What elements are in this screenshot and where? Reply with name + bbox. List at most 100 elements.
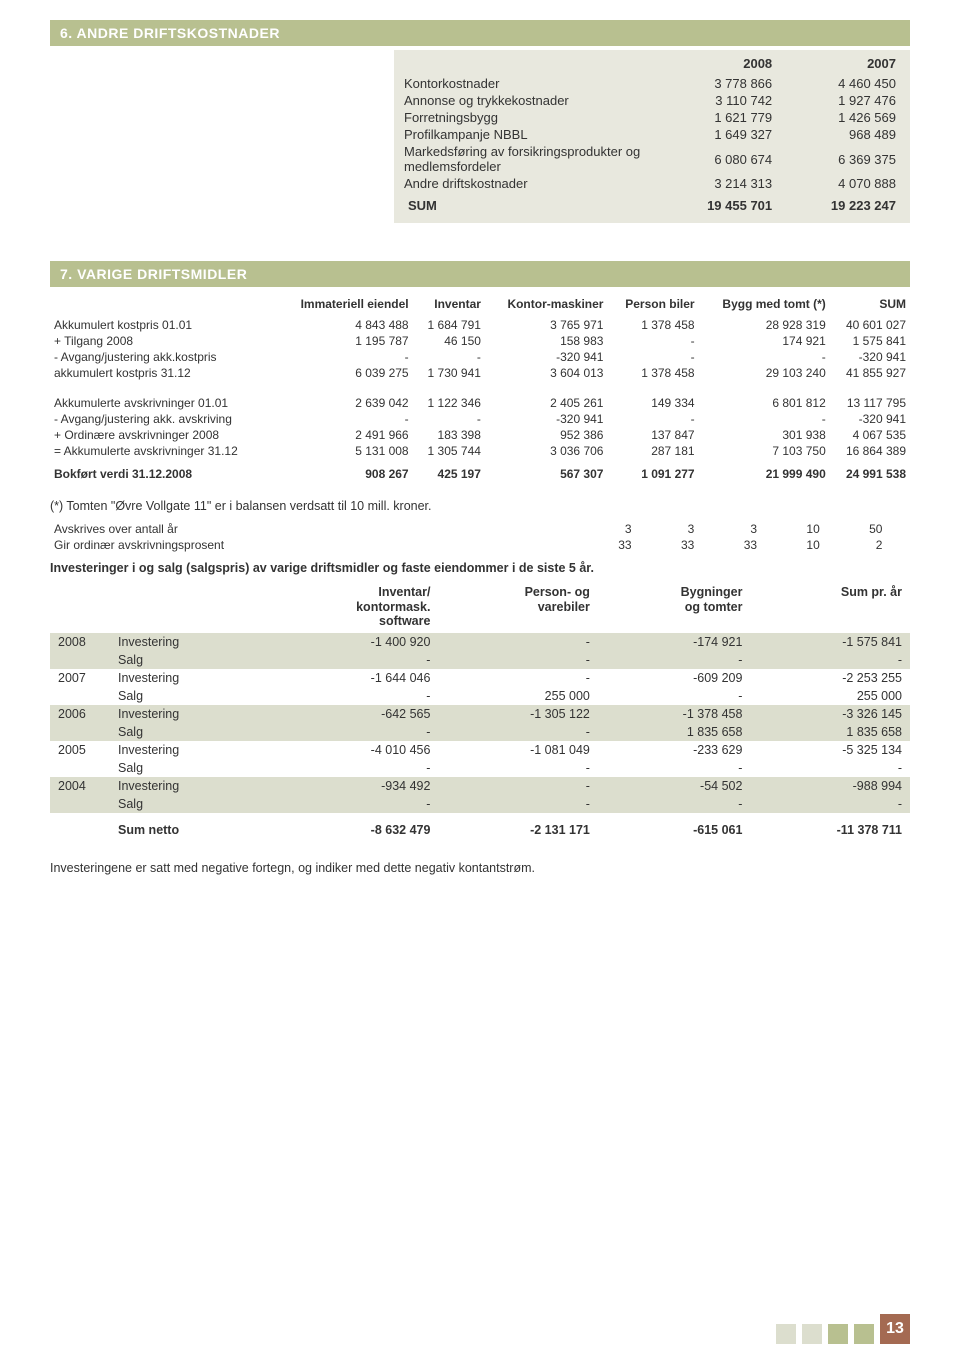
section-7-invest-table: Inventar/kontormask.software Person- ogv… (50, 581, 910, 846)
t7-cell (886, 537, 910, 553)
t8-cell: -4 010 456 (261, 741, 438, 759)
t7-cell: 952 386 (485, 427, 608, 443)
t8-row-label: Salg (110, 759, 261, 777)
t7-cell: -320 941 (485, 411, 608, 427)
t8-cell: - (438, 633, 597, 651)
t7-cell: 1 575 841 (830, 333, 910, 349)
t7-cell: - (699, 411, 830, 427)
t8-row-label: Investering (110, 777, 261, 795)
page-number: 13 (880, 1314, 910, 1344)
t8-cell: - (438, 795, 597, 813)
deco-square-1 (776, 1324, 796, 1344)
t6-row-v2: 1 426 569 (786, 109, 910, 126)
t8-cell: - (261, 723, 438, 741)
t7-cell: 2 405 261 (485, 395, 608, 411)
t7-cell: - (607, 349, 698, 365)
t6-sum-label: SUM (394, 192, 662, 223)
t7-cell: 40 601 027 (830, 317, 910, 333)
t6-row-label: Profilkampanje NBBL (394, 126, 662, 143)
t8-year (50, 723, 110, 741)
t8-cell: - (438, 669, 597, 687)
t7-subhead: Investeringer i og salg (salgspris) av v… (50, 561, 910, 575)
t7-cell: 3 765 971 (485, 317, 608, 333)
t6-sum-v1: 19 455 701 (662, 192, 786, 223)
t7-row-label: Akkumulerte avskrivninger 01.01 (50, 395, 276, 411)
t7-row-label: akkumulert kostpris 31.12 (50, 365, 276, 381)
t8-cell: -174 921 (598, 633, 751, 651)
section-7-table: Immateriell eiendel Inventar Kontor-mask… (50, 291, 910, 489)
t7-cell: - (607, 411, 698, 427)
t7-cell: 137 847 (607, 427, 698, 443)
t7-cell: 10 (761, 521, 824, 537)
t7-cell: 3 (573, 521, 636, 537)
deco-square-2 (802, 1324, 822, 1344)
t8-row-label: Salg (110, 723, 261, 741)
t8-cell: - (261, 795, 438, 813)
t8-row-label: Salg (110, 795, 261, 813)
t7-cell: - (413, 349, 485, 365)
t8-cell: -2 253 255 (750, 669, 910, 687)
t6-row-v1: 3 214 313 (662, 175, 786, 192)
t8-year (50, 759, 110, 777)
t6-row-label: Markedsføring av forsikringsprodukter og… (394, 143, 662, 175)
t7-cell: 1 305 744 (413, 443, 485, 459)
t7-cell: 33 (698, 537, 761, 553)
t8-cell: -3 326 145 (750, 705, 910, 723)
t8-cell: -1 575 841 (750, 633, 910, 651)
t7-cell: - (276, 349, 413, 365)
t7-cell: 29 103 240 (699, 365, 830, 381)
t7-cell: 149 334 (607, 395, 698, 411)
t7-row-label: - Avgang/justering akk.kostpris (50, 349, 276, 365)
t8-cell: - (750, 759, 910, 777)
t7-cell: 41 855 927 (830, 365, 910, 381)
t8-year: 2008 (50, 633, 110, 651)
t8-col-1: Person- ogvarebiler (438, 581, 597, 632)
t7-cell: 1 378 458 (607, 365, 698, 381)
t6-row-v2: 6 369 375 (786, 143, 910, 175)
t7-cell: 5 131 008 (276, 443, 413, 459)
t7-cell: - (413, 411, 485, 427)
t7-cell: 10 (761, 537, 824, 553)
t7-cell: 1 684 791 (413, 317, 485, 333)
t8-cell: 255 000 (750, 687, 910, 705)
t8-cell: -988 994 (750, 777, 910, 795)
t7-cell: 3 (698, 521, 761, 537)
t8-cell: - (261, 651, 438, 669)
t7-cell: 1 195 787 (276, 333, 413, 349)
t7-cell: - (699, 349, 830, 365)
t8-cell: - (750, 795, 910, 813)
t7-col-1: Inventar (413, 291, 485, 317)
t7-row-label: Gir ordinær avskrivningsprosent (50, 537, 573, 553)
t8-row-label: Salg (110, 687, 261, 705)
t8-cell: -233 629 (598, 741, 751, 759)
t8-cell: -54 502 (598, 777, 751, 795)
t6-row-v1: 3 110 742 (662, 92, 786, 109)
t6-head-2007: 2007 (786, 50, 910, 75)
t8-year: 2007 (50, 669, 110, 687)
t7-cell: - (276, 411, 413, 427)
t6-row-v1: 6 080 674 (662, 143, 786, 175)
t8-cell: -5 325 134 (750, 741, 910, 759)
t7-bokfort-label: Bokført verdi 31.12.2008 (50, 459, 276, 489)
t8-cell: 1 835 658 (750, 723, 910, 741)
t8-col-2: Bygningerog tomter (598, 581, 751, 632)
t7-row-label: + Tilgang 2008 (50, 333, 276, 349)
t7-cell: 1 122 346 (413, 395, 485, 411)
t8-cell: - (438, 777, 597, 795)
t8-cell: -1 081 049 (438, 741, 597, 759)
t8-cell: -1 378 458 (598, 705, 751, 723)
t8-cell: -934 492 (261, 777, 438, 795)
deco-square-3 (828, 1324, 848, 1344)
t8-cell: - (598, 795, 751, 813)
t8-cell: - (438, 723, 597, 741)
t7-cell: 183 398 (413, 427, 485, 443)
t8-row-label: Salg (110, 651, 261, 669)
t8-year (50, 687, 110, 705)
deco-square-4 (854, 1324, 874, 1344)
t7-note2: Investeringene er satt med negative fort… (50, 861, 910, 875)
t8-row-label: Investering (110, 633, 261, 651)
t7-cell: 46 150 (413, 333, 485, 349)
t7-cell: 6 039 275 (276, 365, 413, 381)
section-7-depr-table: Avskrives over antall år3331050Gir ordin… (50, 521, 910, 553)
t6-row-v2: 4 460 450 (786, 75, 910, 92)
